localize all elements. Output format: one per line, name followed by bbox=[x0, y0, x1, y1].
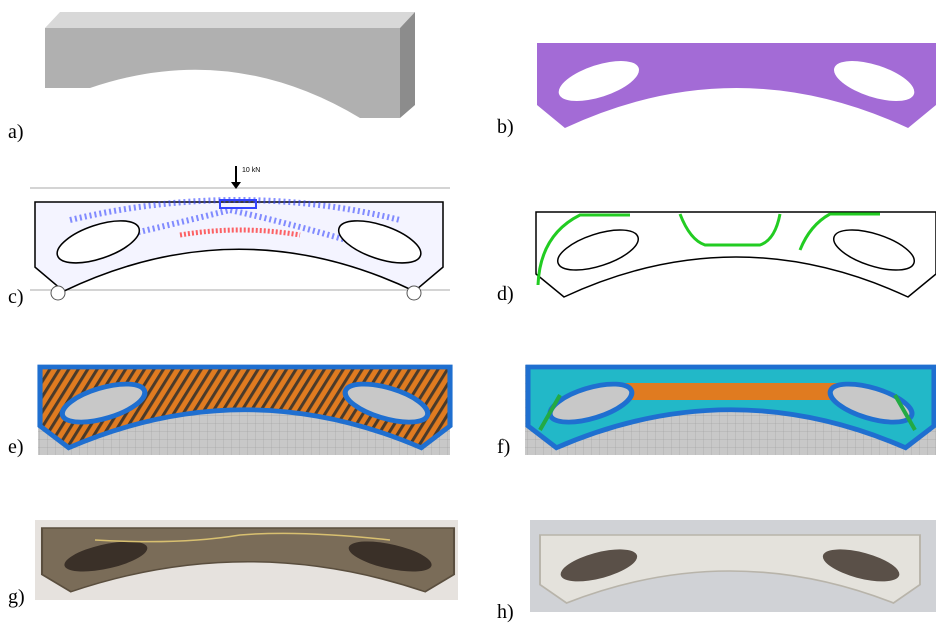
panel-b: b) bbox=[497, 43, 936, 138]
panel-label: h) bbox=[497, 601, 514, 623]
panel-label: a) bbox=[8, 121, 24, 143]
panel-label: d) bbox=[497, 283, 514, 305]
panel-h: h) bbox=[497, 520, 936, 623]
load-label: 10 kN bbox=[242, 167, 260, 174]
panel-label: f) bbox=[497, 436, 510, 458]
panel-g: g) bbox=[8, 520, 458, 608]
panel-c: 10 kN c) bbox=[8, 166, 450, 308]
panel-label: b) bbox=[497, 116, 514, 138]
panel-f: f) bbox=[497, 365, 936, 458]
figure: a) b) 10 kN c) d) e) bbox=[0, 0, 936, 625]
panel-label: c) bbox=[8, 286, 24, 308]
panel-label: g) bbox=[8, 586, 25, 608]
panel-d: d) bbox=[497, 212, 936, 305]
panel-label: e) bbox=[8, 436, 24, 458]
panel-a: a) bbox=[8, 12, 415, 143]
panel-e: e) bbox=[8, 365, 450, 458]
